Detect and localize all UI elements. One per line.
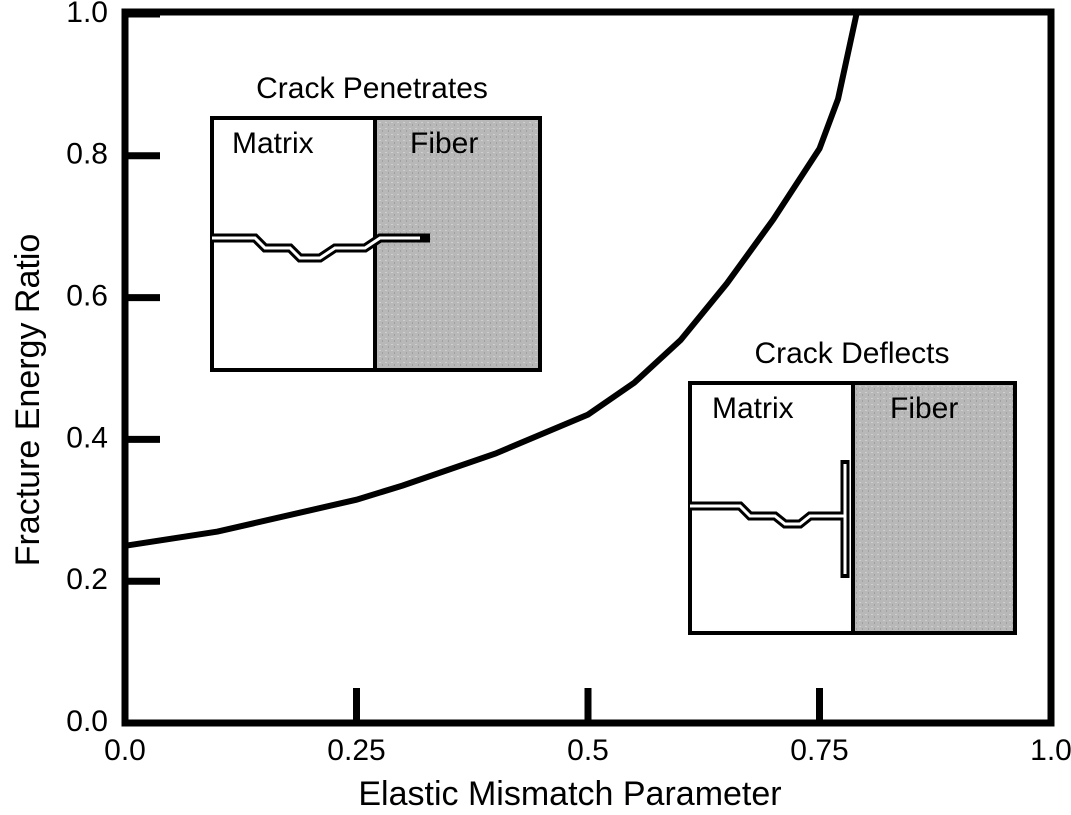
y-tick-label: 0.0 — [66, 705, 108, 738]
inset-title: Crack Penetrates — [256, 72, 488, 105]
inset-title: Crack Deflects — [754, 337, 949, 370]
y-tick-label: 0.4 — [66, 421, 108, 454]
y-tick-label: 0.2 — [66, 563, 108, 596]
x-tick-label: 0.25 — [327, 734, 385, 767]
inset-label: Matrix — [232, 127, 314, 160]
y-tick-label: 1.0 — [66, 0, 108, 29]
crack — [690, 460, 850, 578]
y-axis-title: Fracture Energy Ratio — [9, 234, 47, 567]
inset-label: Fiber — [890, 392, 958, 425]
inset-label: Matrix — [712, 392, 794, 425]
inset-label: Fiber — [410, 127, 478, 160]
y-tick-label: 0.6 — [66, 280, 108, 313]
x-tick-label: 1.0 — [1030, 734, 1071, 767]
curve — [124, 13, 860, 549]
crack-gap — [690, 464, 847, 574]
x-tick-label: 0.5 — [567, 734, 609, 767]
x-tick-label: 0.75 — [790, 734, 848, 767]
x-axis-title: Elastic Mismatch Parameter — [358, 775, 781, 813]
y-tick-label: 0.8 — [66, 138, 108, 171]
fiber-region — [375, 118, 540, 370]
inset-deflects: Crack Deflects Matrix Fiber — [688, 337, 1017, 635]
x-tick-label: 0.0 — [104, 734, 146, 767]
fiber-region — [853, 383, 1015, 633]
crack-gap — [212, 236, 420, 260]
inset-penetrates: Crack Penetrates Matrix Fiber — [210, 72, 542, 372]
